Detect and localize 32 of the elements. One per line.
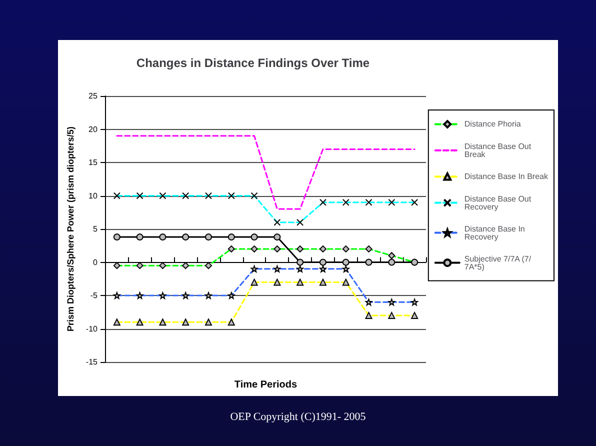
legend-label: Distance Base Out Recovery bbox=[464, 194, 534, 212]
point bbox=[319, 258, 326, 266]
y-tick-label: -5 bbox=[90, 291, 98, 300]
y-tick-label: -15 bbox=[86, 358, 98, 366]
legend-label: Subjective 7/7A (7/7A*5) bbox=[464, 254, 532, 272]
legend-label: Distance Base Out Break bbox=[464, 142, 534, 159]
chart-title: Changes in Distance Findings Over Time bbox=[136, 56, 370, 70]
point bbox=[250, 233, 258, 240]
y-tick-label: 15 bbox=[88, 158, 98, 167]
y-tick-label: 0 bbox=[93, 258, 98, 267]
point bbox=[205, 233, 212, 240]
point bbox=[159, 233, 166, 240]
y-tick-label: 10 bbox=[88, 191, 98, 200]
point bbox=[182, 233, 190, 240]
y-axis-title: Prism Diopters/Sphere Power (prism diopters/5) bbox=[66, 126, 76, 332]
point bbox=[113, 233, 120, 240]
point bbox=[136, 233, 144, 240]
point bbox=[274, 233, 281, 240]
point bbox=[365, 258, 372, 266]
point bbox=[296, 258, 304, 266]
y-tick-label: 20 bbox=[88, 124, 98, 134]
x-axis-title: Time Periods bbox=[234, 380, 298, 390]
y-tick-label: 25 bbox=[88, 92, 98, 100]
legend-label: Distance Phoria bbox=[464, 120, 522, 129]
y-tick-label: -10 bbox=[86, 324, 98, 334]
text: OEP Copyright (C)1991- 2005 bbox=[229, 411, 367, 423]
legend-label: Distance Base In Break bbox=[464, 172, 549, 182]
legend-label: Distance Base In Recovery bbox=[464, 224, 528, 242]
point bbox=[228, 233, 235, 240]
point bbox=[342, 258, 350, 266]
point bbox=[388, 258, 396, 266]
y-tick-label: 5 bbox=[93, 224, 98, 234]
